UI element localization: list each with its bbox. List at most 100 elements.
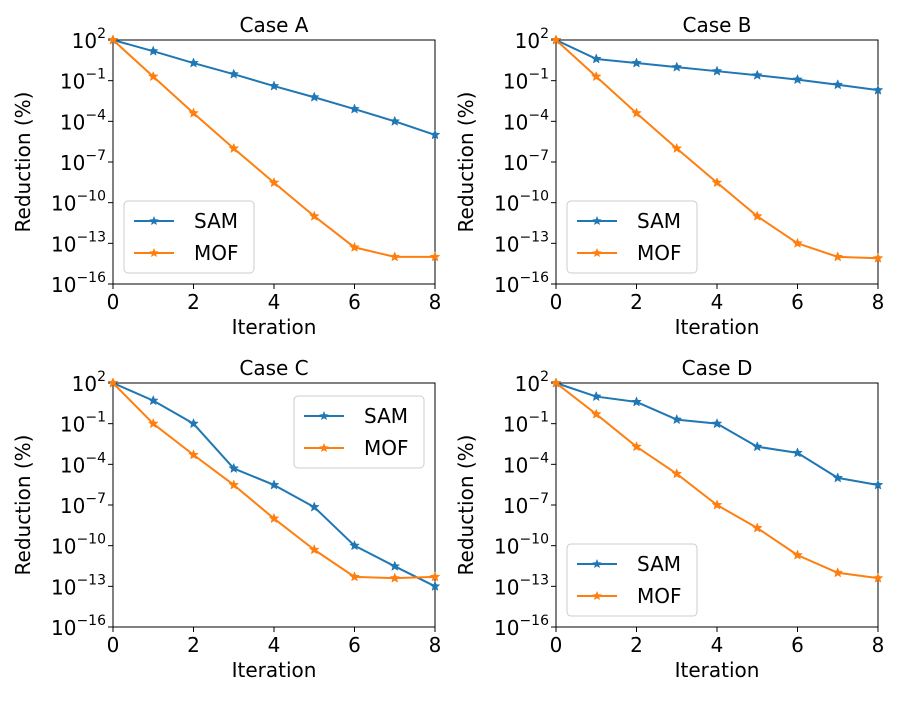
data-point-sam [872, 84, 884, 95]
data-point-mof [671, 142, 683, 154]
data-point-sam [429, 129, 441, 140]
data-point-sam [228, 462, 240, 474]
x-tick-label: 4 [268, 290, 281, 314]
data-point-mof [832, 567, 844, 578]
x-tick-label: 4 [711, 633, 724, 657]
data-point-mof [550, 34, 562, 45]
y-tick-label: 102 [515, 369, 549, 396]
legend-label-mof: MOF [637, 584, 682, 608]
x-tick-label: 2 [187, 633, 200, 657]
data-point-mof [308, 210, 320, 221]
x-tick-label: 8 [872, 633, 885, 657]
y-tick-label: 102 [72, 369, 106, 396]
data-point-mof [349, 241, 360, 253]
y-tick-label: 10−16 [51, 613, 106, 640]
legend-marker-mof [319, 443, 329, 453]
data-point-mof [671, 468, 683, 479]
data-point-sam [389, 560, 401, 571]
y-tick-label: 10−10 [51, 532, 106, 559]
data-point-sam [308, 91, 320, 102]
data-point-sam [590, 53, 602, 64]
x-tick-label: 2 [187, 290, 200, 314]
data-point-mof [188, 449, 199, 460]
data-point-sam [228, 68, 240, 79]
y-tick-label: 10−7 [503, 148, 549, 175]
data-point-sam [671, 61, 683, 72]
data-point-mof [872, 572, 884, 583]
data-point-sam [671, 413, 683, 425]
legend-marker-sam [592, 559, 602, 569]
data-point-mof [711, 499, 723, 510]
data-point-mof [872, 252, 884, 263]
data-point-sam [792, 73, 803, 85]
data-point-mof [308, 544, 320, 555]
legend-marker-mof [149, 248, 159, 258]
legend-marker-mof [592, 591, 602, 601]
legend-label-sam: SAM [637, 209, 681, 233]
data-point-sam [751, 69, 763, 80]
data-point-mof [147, 417, 159, 429]
x-axis-label: Iteration [675, 315, 760, 339]
legend-marker-sam [149, 216, 159, 226]
x-tick-label: 2 [630, 290, 643, 314]
y-tick-label: 10−13 [494, 572, 549, 599]
data-point-mof [751, 522, 763, 533]
y-tick-label: 10−10 [494, 189, 549, 216]
data-point-sam [188, 57, 199, 68]
series-line-sam [555, 382, 879, 486]
y-tick-label: 10−4 [60, 450, 106, 477]
data-point-mof [711, 176, 723, 188]
x-tick-label: 6 [348, 633, 361, 657]
data-point-sam [268, 80, 280, 91]
data-point-sam [349, 539, 360, 551]
x-tick-label: 0 [107, 290, 120, 314]
chart-case-a: Case A 0 2 4 6 8 102 10−1 10−4 10−7 10−10 10−13 10−1… [0, 0, 450, 345]
data-point-sam [147, 394, 159, 406]
y-tick-label: 10−4 [503, 450, 549, 477]
data-point-mof [107, 377, 119, 388]
data-point-mof [268, 176, 280, 188]
y-tick-label: 10−7 [60, 148, 106, 175]
y-tick-label: 10−16 [51, 270, 106, 297]
data-point-mof [792, 549, 803, 560]
chart-title: Case C [239, 356, 308, 380]
data-point-sam [631, 396, 642, 407]
legend-box [566, 543, 698, 617]
data-point-sam [147, 45, 159, 56]
data-point-sam [711, 65, 723, 76]
x-axis-label: Iteration [232, 658, 317, 682]
data-point-sam [751, 441, 763, 452]
data-point-mof [631, 107, 642, 118]
data-point-sam [188, 417, 199, 429]
data-point-mof [590, 408, 602, 419]
data-point-mof [228, 479, 240, 490]
legend-marker-mof [592, 248, 602, 258]
x-tick-label: 6 [348, 290, 361, 314]
x-tick-label: 6 [791, 290, 804, 314]
y-axis-label: Reduction (%) [11, 435, 35, 576]
y-axis-label: Reduction (%) [454, 92, 478, 233]
data-point-mof [389, 251, 401, 262]
legend: SAM MOF [566, 543, 698, 617]
data-point-sam [308, 501, 320, 512]
data-point-sam [389, 115, 401, 126]
x-tick-label: 8 [429, 290, 442, 314]
chart-svg: Case D 0 2 4 6 8 102 10−1 10−4 10−7 10−10 10−13 10−1… [454, 356, 885, 682]
y-tick-label: 10−10 [51, 189, 106, 216]
data-point-mof [389, 572, 401, 583]
data-point-sam [349, 103, 360, 114]
legend-box [293, 395, 425, 469]
data-point-sam [832, 472, 844, 483]
y-tick-label: 10−1 [60, 410, 106, 437]
chart-svg: Case A 0 2 4 6 8 102 10−1 10−4 10−7 10−10 10−13 10−1… [11, 13, 442, 339]
x-axis-label: Iteration [232, 315, 317, 339]
chart-case-b: Case B 0 2 4 6 8 102 10−1 10−4 10−7 10−10 10−13 10−1… [443, 0, 900, 345]
data-point-mof [832, 251, 844, 262]
x-tick-label: 0 [107, 633, 120, 657]
data-point-mof [228, 142, 240, 154]
x-tick-label: 0 [550, 633, 563, 657]
data-point-sam [792, 447, 803, 458]
legend-label-sam: SAM [364, 404, 408, 428]
legend-box [123, 200, 255, 274]
data-point-mof [107, 34, 119, 45]
